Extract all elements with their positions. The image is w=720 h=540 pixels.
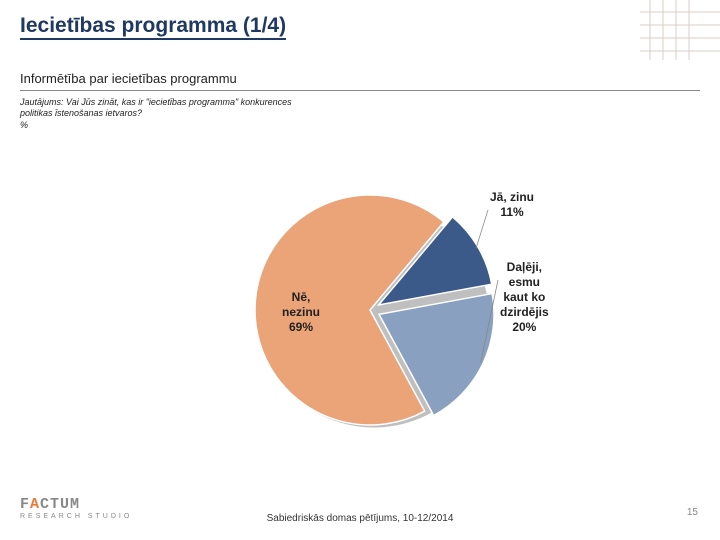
corner-decoration	[640, 0, 720, 60]
question-block: Jautājums: Vai Jūs zināt, kas ir "ieciet…	[20, 97, 400, 130]
footer-text: Sabiedriskās domas pētījums, 10-12/2014	[0, 513, 720, 524]
page-number: 15	[687, 507, 698, 518]
pie-chart: Jā, zinu 11% Daļēji, esmu kaut ko dzirdēj…	[190, 150, 570, 470]
subtitle-text: Informētība par iecietības programmu	[20, 71, 237, 86]
footer: Sabiedriskās domas pētījums, 10-12/2014 …	[0, 502, 720, 526]
title-bar: Iecietības programma (1/4)	[0, 0, 720, 46]
subtitle-block: Informētība par iecietības programmu	[20, 70, 700, 91]
pie-slice-label: Jā, zinu 11%	[490, 190, 534, 220]
page-title: Iecietības programma (1/4)	[20, 14, 286, 40]
pie-slice-label: Daļēji, esmu kaut ko dzirdējis 20%	[500, 260, 549, 335]
question-line-2: politikas īstenošanas ietvaros?	[20, 108, 400, 119]
pie-slice-label: Nē, nezinu 69%	[282, 290, 320, 335]
question-line-1: Jautājums: Vai Jūs zināt, kas ir "ieciet…	[20, 97, 400, 108]
question-pct: %	[20, 120, 400, 130]
